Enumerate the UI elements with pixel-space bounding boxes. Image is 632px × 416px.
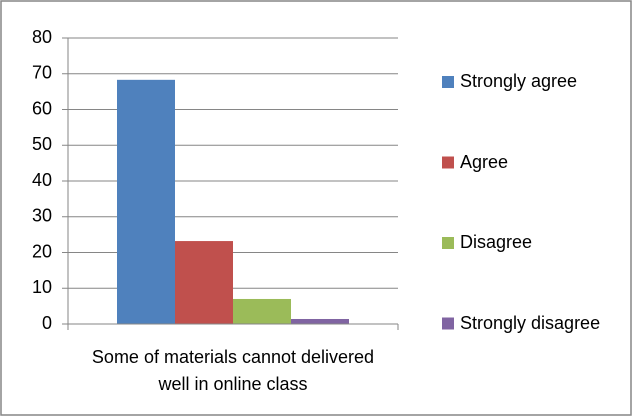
legend-swatch [442, 76, 454, 88]
y-tick-label: 50 [32, 134, 52, 154]
x-tick-label: Some of materials cannot delivered well … [91, 347, 375, 394]
legend-swatch [442, 237, 454, 249]
bar [233, 298, 291, 324]
y-tick-label: 10 [32, 277, 52, 297]
y-tick-label: 0 [42, 313, 52, 333]
y-tick-label: 60 [32, 98, 52, 118]
legend-label: Disagree [460, 232, 533, 252]
y-tick-label: 80 [32, 27, 52, 47]
legend-label: Strongly agree [460, 71, 578, 91]
y-tick-label: 20 [32, 241, 52, 261]
legend-label: Strongly disagree [460, 312, 601, 333]
legend-swatch [442, 317, 454, 330]
legend-label: Agree [460, 151, 509, 172]
bar [291, 318, 349, 324]
y-tick-label: 30 [32, 206, 52, 226]
bar [117, 79, 175, 324]
legend-swatch [442, 156, 454, 169]
y-tick-label: 40 [32, 170, 52, 190]
y-tick-label: 70 [32, 63, 52, 83]
bar [175, 241, 233, 324]
